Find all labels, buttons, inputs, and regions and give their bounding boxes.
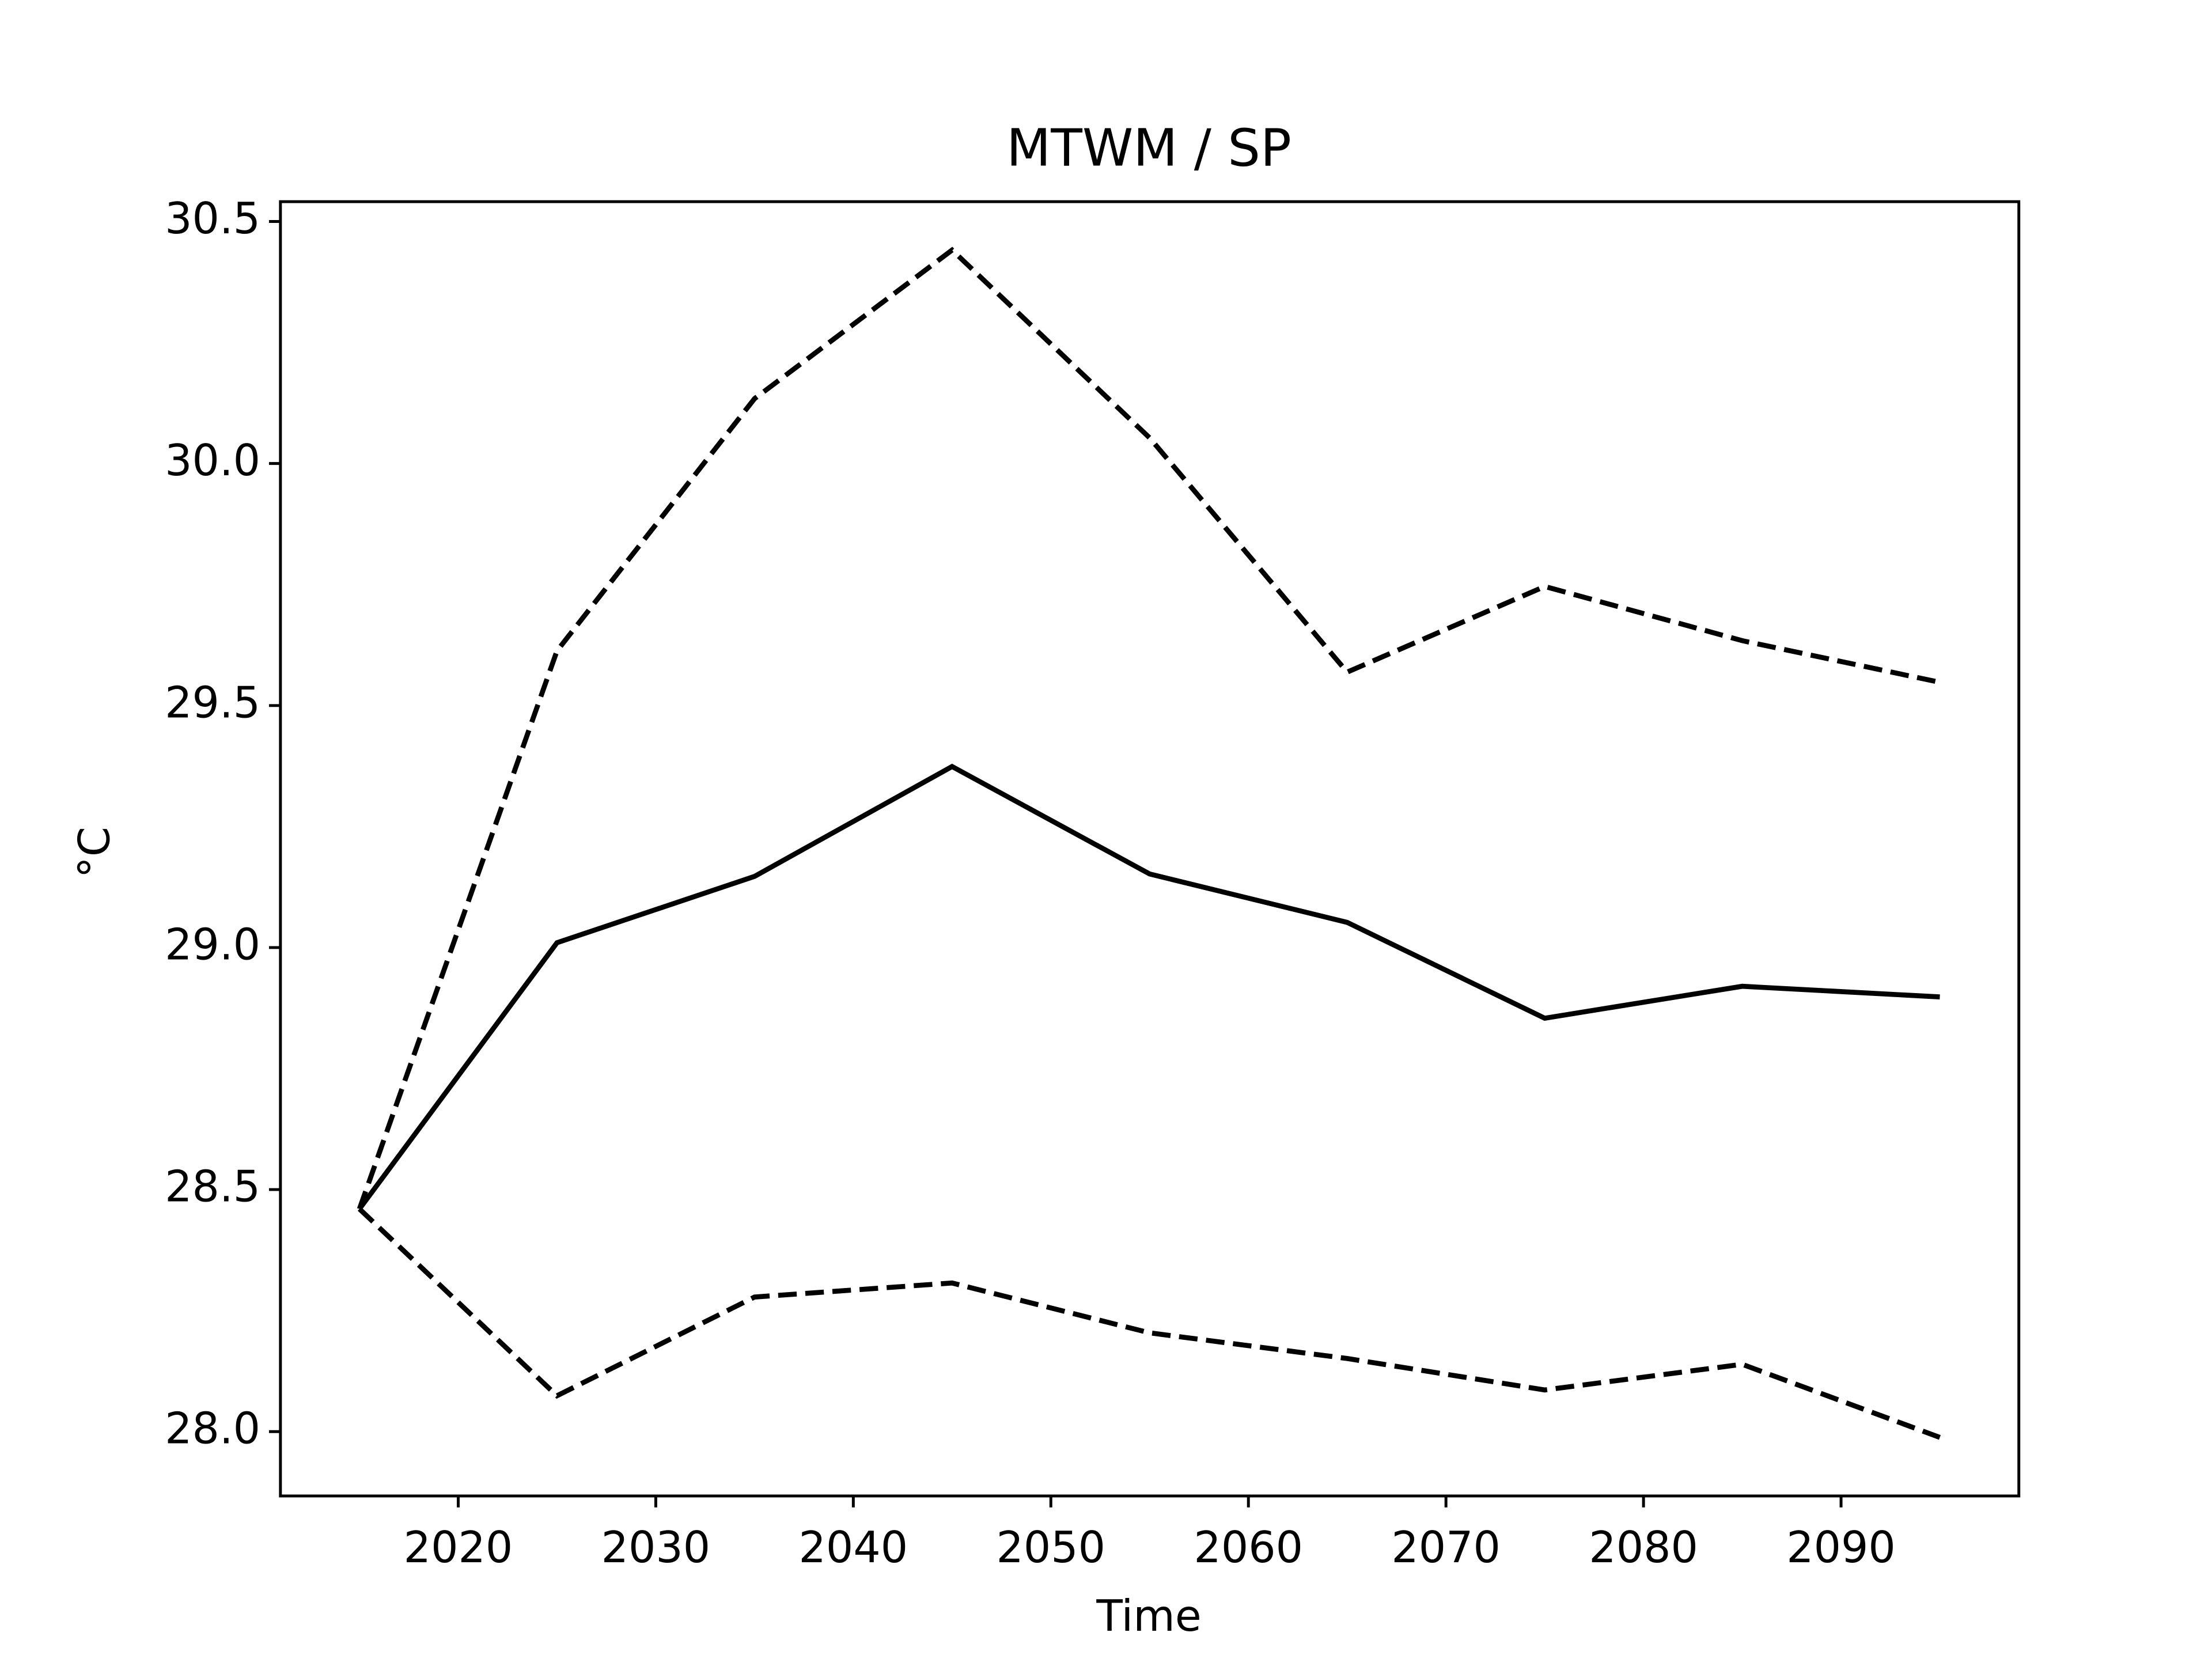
x-tick-label: 2040 [799,1522,908,1573]
x-axis-label: Time [1096,1591,1201,1641]
series-line [358,1207,1941,1440]
x-tick-label: 2020 [404,1522,513,1573]
y-tick-label: 29.5 [165,677,260,728]
chart-title: MTWM / SP [1006,119,1291,179]
x-tick-label: 2030 [601,1522,711,1573]
y-tick-label: 28.5 [165,1162,260,1212]
y-tick-label: 29.0 [165,919,260,969]
y-tick-label: 28.0 [165,1404,260,1454]
x-tick-label: 2080 [1589,1522,1698,1573]
x-tick-label: 2060 [1194,1522,1303,1573]
series-line [357,763,1940,1211]
x-tick-label: 2090 [1786,1522,1896,1573]
plot-frame [279,200,2021,1498]
y-axis-label: °C [69,827,119,878]
x-tick-label: 2070 [1391,1522,1501,1573]
y-tick-label: 30.0 [165,435,260,486]
x-tick-label: 2050 [996,1522,1105,1573]
y-tick-label: 30.5 [165,194,260,244]
